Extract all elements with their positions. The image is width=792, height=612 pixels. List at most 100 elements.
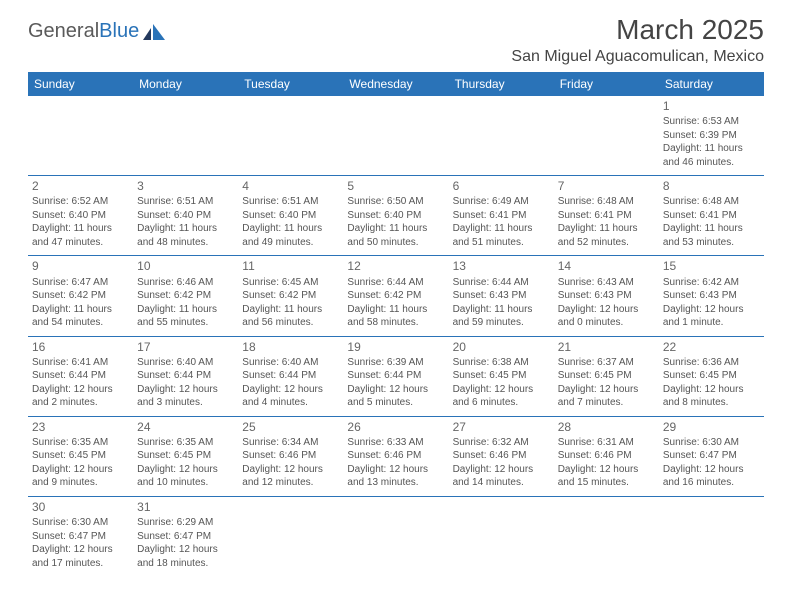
day-detail: Sunset: 6:40 PM [347,209,444,223]
day-header: Thursday [449,72,554,96]
day-detail: Sunrise: 6:44 AM [347,276,444,290]
calendar-cell: 25Sunrise: 6:34 AMSunset: 6:46 PMDayligh… [238,416,343,496]
day-detail: Sunset: 6:44 PM [32,369,129,383]
day-detail: Daylight: 12 hours [347,463,444,477]
calendar-cell: 14Sunrise: 6:43 AMSunset: 6:43 PMDayligh… [554,256,659,336]
calendar-cell: 1Sunrise: 6:53 AMSunset: 6:39 PMDaylight… [659,96,764,176]
day-detail: Daylight: 11 hours [32,222,129,236]
day-detail: Daylight: 11 hours [453,303,550,317]
day-detail: Daylight: 11 hours [242,222,339,236]
day-detail: Daylight: 11 hours [137,303,234,317]
calendar-cell: 8Sunrise: 6:48 AMSunset: 6:41 PMDaylight… [659,176,764,256]
day-detail: and 54 minutes. [32,316,129,330]
calendar-cell [554,96,659,176]
day-detail: Daylight: 12 hours [453,383,550,397]
calendar-cell: 16Sunrise: 6:41 AMSunset: 6:44 PMDayligh… [28,336,133,416]
day-detail: Sunrise: 6:36 AM [663,356,760,370]
day-detail: and 47 minutes. [32,236,129,250]
day-detail: Daylight: 11 hours [663,222,760,236]
calendar-cell: 13Sunrise: 6:44 AMSunset: 6:43 PMDayligh… [449,256,554,336]
calendar-cell: 18Sunrise: 6:40 AMSunset: 6:44 PMDayligh… [238,336,343,416]
day-detail: and 9 minutes. [32,476,129,490]
day-detail: Sunrise: 6:49 AM [453,195,550,209]
calendar-cell: 3Sunrise: 6:51 AMSunset: 6:40 PMDaylight… [133,176,238,256]
logo-text: GeneralBlue [28,20,139,43]
calendar-row: 2Sunrise: 6:52 AMSunset: 6:40 PMDaylight… [28,176,764,256]
day-detail: Sunset: 6:44 PM [137,369,234,383]
day-detail: and 5 minutes. [347,396,444,410]
day-detail: Sunset: 6:43 PM [453,289,550,303]
day-detail: and 6 minutes. [453,396,550,410]
day-detail: and 56 minutes. [242,316,339,330]
day-detail: and 8 minutes. [663,396,760,410]
day-detail: and 10 minutes. [137,476,234,490]
day-detail: Daylight: 11 hours [32,303,129,317]
day-detail: Daylight: 11 hours [663,142,760,156]
calendar-cell: 22Sunrise: 6:36 AMSunset: 6:45 PMDayligh… [659,336,764,416]
day-detail: and 0 minutes. [558,316,655,330]
day-detail: Sunset: 6:45 PM [137,449,234,463]
day-number: 20 [453,339,550,355]
location-subtitle: San Miguel Aguacomulican, Mexico [511,48,764,66]
calendar-row: 1Sunrise: 6:53 AMSunset: 6:39 PMDaylight… [28,96,764,176]
day-detail: Sunrise: 6:33 AM [347,436,444,450]
calendar-cell: 29Sunrise: 6:30 AMSunset: 6:47 PMDayligh… [659,416,764,496]
day-detail: Sunrise: 6:40 AM [137,356,234,370]
day-detail: and 12 minutes. [242,476,339,490]
calendar-cell [238,96,343,176]
day-number: 7 [558,178,655,194]
calendar-row: 16Sunrise: 6:41 AMSunset: 6:44 PMDayligh… [28,336,764,416]
day-detail: Sunrise: 6:32 AM [453,436,550,450]
day-number: 5 [347,178,444,194]
day-detail: and 46 minutes. [663,156,760,170]
day-detail: Sunset: 6:46 PM [453,449,550,463]
sail-icon [143,24,165,40]
calendar-cell: 10Sunrise: 6:46 AMSunset: 6:42 PMDayligh… [133,256,238,336]
day-detail: Sunrise: 6:37 AM [558,356,655,370]
day-detail: Sunrise: 6:48 AM [558,195,655,209]
day-number: 19 [347,339,444,355]
day-detail: Daylight: 11 hours [347,303,444,317]
calendar-table: Sunday Monday Tuesday Wednesday Thursday… [28,72,764,576]
calendar-cell: 26Sunrise: 6:33 AMSunset: 6:46 PMDayligh… [343,416,448,496]
logo-word2: Blue [99,20,139,42]
calendar-cell: 24Sunrise: 6:35 AMSunset: 6:45 PMDayligh… [133,416,238,496]
day-detail: Daylight: 11 hours [453,222,550,236]
day-detail: Daylight: 11 hours [347,222,444,236]
header: GeneralBlue March 2025 San Miguel Aguaco… [28,14,764,66]
day-detail: Daylight: 12 hours [663,383,760,397]
day-detail: Daylight: 12 hours [453,463,550,477]
calendar-cell: 31Sunrise: 6:29 AMSunset: 6:47 PMDayligh… [133,496,238,576]
calendar-cell [449,496,554,576]
day-detail: and 58 minutes. [347,316,444,330]
calendar-cell: 5Sunrise: 6:50 AMSunset: 6:40 PMDaylight… [343,176,448,256]
day-header-row: Sunday Monday Tuesday Wednesday Thursday… [28,72,764,96]
day-detail: and 55 minutes. [137,316,234,330]
day-detail: Sunrise: 6:53 AM [663,115,760,129]
day-header: Sunday [28,72,133,96]
day-detail: and 1 minute. [663,316,760,330]
day-detail: Sunset: 6:42 PM [137,289,234,303]
day-detail: and 59 minutes. [453,316,550,330]
calendar-cell: 17Sunrise: 6:40 AMSunset: 6:44 PMDayligh… [133,336,238,416]
day-header: Friday [554,72,659,96]
day-detail: and 2 minutes. [32,396,129,410]
calendar-cell [659,496,764,576]
day-detail: Daylight: 12 hours [137,383,234,397]
day-detail: Sunset: 6:41 PM [558,209,655,223]
day-detail: Sunset: 6:47 PM [137,530,234,544]
day-detail: Sunset: 6:44 PM [242,369,339,383]
day-detail: Sunrise: 6:43 AM [558,276,655,290]
day-number: 9 [32,258,129,274]
day-number: 4 [242,178,339,194]
day-header: Tuesday [238,72,343,96]
day-number: 8 [663,178,760,194]
day-detail: Daylight: 11 hours [558,222,655,236]
title-block: March 2025 San Miguel Aguacomulican, Mex… [511,14,764,66]
day-header: Monday [133,72,238,96]
day-detail: Sunset: 6:45 PM [32,449,129,463]
calendar-cell: 12Sunrise: 6:44 AMSunset: 6:42 PMDayligh… [343,256,448,336]
day-detail: Daylight: 12 hours [242,383,339,397]
day-detail: Sunset: 6:44 PM [347,369,444,383]
day-detail: Daylight: 12 hours [558,463,655,477]
